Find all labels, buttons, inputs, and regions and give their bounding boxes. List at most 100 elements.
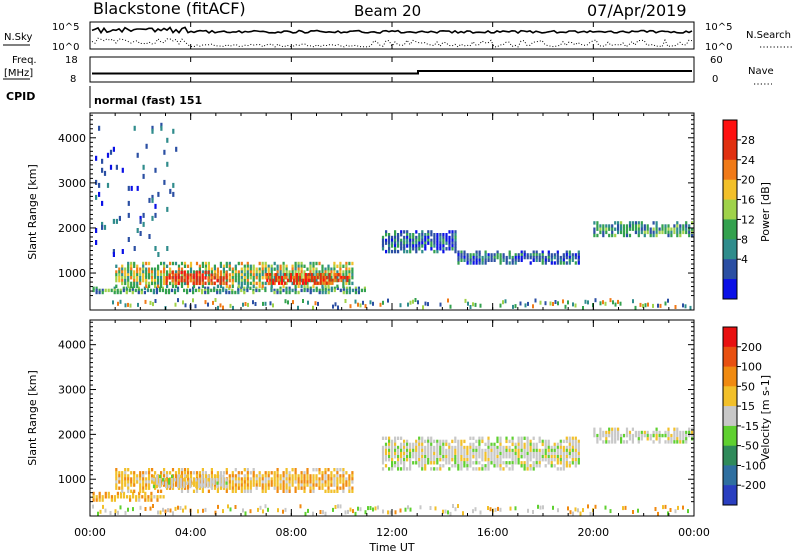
power-cell (204, 281, 207, 285)
power-cell (622, 224, 626, 228)
power-cell (240, 273, 243, 277)
velocity-cell (164, 509, 167, 514)
power-cell (273, 273, 276, 277)
power-cell (391, 241, 394, 245)
power-cell (364, 304, 367, 309)
power-cell (451, 230, 454, 234)
velocity-cell (231, 471, 234, 475)
velocity-cell (550, 451, 553, 456)
velocity-cell (565, 464, 568, 468)
power-cell (195, 278, 198, 283)
power-cell (430, 241, 433, 245)
velocity-cell (124, 510, 127, 515)
velocity-cell (478, 442, 481, 447)
velocity-cell (321, 486, 324, 490)
power-cell (541, 253, 544, 257)
velocity-cell (454, 455, 457, 459)
power-cell (345, 267, 348, 271)
power-cell (478, 253, 481, 257)
power-cell (295, 273, 298, 277)
velocity-cell (397, 455, 400, 459)
velocity-cell (496, 455, 499, 459)
power-cell (382, 300, 384, 305)
power-cell (281, 278, 284, 283)
power-cell (189, 276, 192, 280)
power-cell (292, 281, 296, 285)
velocity-cell (294, 480, 297, 484)
power-cell (460, 258, 463, 262)
power-cell (523, 255, 526, 260)
velocity-cbar-segment (723, 327, 737, 348)
velocity-cell (169, 508, 172, 513)
velocity-cell (571, 442, 574, 447)
power-cell (270, 276, 273, 280)
power-cell (146, 288, 149, 293)
power-cell (174, 302, 177, 307)
velocity-cell (415, 439, 418, 444)
power-cell (571, 253, 574, 257)
power-cell (261, 281, 264, 286)
velocity-cell (397, 467, 400, 471)
power-cell (538, 258, 541, 262)
velocity-cell (544, 458, 547, 462)
velocity-cell (150, 495, 153, 499)
power-cell (362, 300, 364, 305)
power-cell (177, 267, 181, 271)
velocity-cell (127, 480, 130, 484)
power-cell (409, 249, 412, 254)
power-cell (285, 286, 288, 290)
velocity-cell (147, 498, 150, 502)
velocity-cell (544, 455, 547, 459)
velocity-cell (547, 455, 550, 459)
power-cell (512, 304, 514, 309)
velocity-cell (565, 455, 568, 459)
velocity-cell (98, 498, 101, 502)
velocity-cell (246, 483, 249, 487)
power-cell (148, 261, 151, 266)
velocity-cell (646, 433, 649, 438)
velocity-cell (469, 442, 472, 447)
power-cell (315, 286, 318, 290)
velocity-cell (520, 448, 523, 453)
velocity-cell (165, 478, 168, 482)
power-cell (240, 281, 243, 286)
velocity-cell (348, 486, 351, 490)
velocity-cell (388, 458, 391, 462)
velocity-cell (369, 506, 372, 510)
velocity-cell (174, 506, 177, 511)
velocity-cell (157, 510, 159, 515)
power-cell (129, 303, 132, 308)
power-cell (186, 278, 189, 283)
velocity-cell (237, 486, 240, 490)
power-cell (424, 238, 427, 243)
power-cell (544, 258, 547, 262)
velocity-cell (189, 474, 193, 478)
velocity-cell (596, 433, 599, 438)
power-cell (282, 267, 285, 271)
velocity-cell (439, 467, 442, 471)
velocity-cell (502, 467, 505, 471)
power-cell (448, 244, 451, 248)
velocity-cell (163, 474, 166, 478)
velocity-cell (499, 458, 502, 462)
velocity-cbar-tick-label: 50 (741, 380, 755, 393)
velocity-cell (333, 477, 336, 481)
velocity-cell (183, 471, 187, 475)
velocity-cell (424, 448, 427, 453)
velocity-cell (478, 461, 481, 465)
power-cell (553, 253, 556, 257)
power-cell (225, 278, 228, 283)
power-cell (472, 255, 475, 260)
power-cell (388, 244, 391, 248)
power-cell (412, 247, 415, 251)
power-cell (301, 278, 304, 283)
power-cell (166, 206, 169, 212)
power-cell (112, 252, 115, 257)
velocity-cell (127, 483, 130, 487)
power-cell (646, 224, 649, 228)
velocity-cell (489, 507, 492, 512)
power-cell (587, 300, 589, 305)
velocity-cell (463, 448, 466, 453)
velocity-cell (682, 437, 685, 441)
velocity-cell (550, 445, 553, 450)
